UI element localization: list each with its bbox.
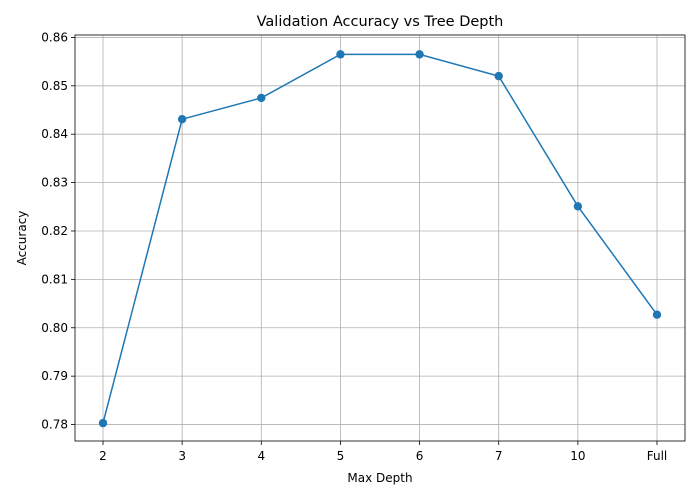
plot-frame: [74, 34, 686, 442]
y-tick-label: 0.79: [41, 369, 68, 383]
y-tick-label: 0.82: [41, 224, 68, 238]
data-point: [98, 418, 108, 428]
data-point: [415, 50, 424, 59]
y-tick-label: 0.84: [41, 127, 68, 141]
data-point: [336, 50, 345, 59]
y-tick-label: 0.83: [41, 176, 68, 190]
x-tick-label: 7: [495, 449, 503, 463]
data-point: [652, 310, 662, 319]
data-point: [573, 202, 583, 211]
chart-title: Validation Accuracy vs Tree Depth: [257, 14, 504, 30]
y-tick-label: 0.78: [41, 418, 68, 432]
series-line: [102, 53, 658, 424]
y-axis-ticks: 0.78 0.79 0.80 0.81 0.82 0.83 0.84 0.85 0.86: [41, 30, 75, 432]
y-tick-label: 0.85: [41, 79, 68, 93]
data-point: [257, 93, 266, 103]
y-tick-label: 0.86: [41, 30, 68, 44]
x-tick-label: 10: [570, 449, 585, 463]
data-point: [177, 115, 187, 124]
data-points: [98, 50, 662, 428]
x-tick-label: Full: [647, 449, 668, 463]
x-tick-label: 4: [257, 449, 265, 463]
x-tick-label: 3: [178, 449, 186, 463]
x-tick-label: 5: [337, 449, 345, 463]
y-axis-label: Accuracy: [15, 211, 29, 266]
y-tick-label: 0.80: [41, 321, 68, 335]
y-tick-label: 0.81: [41, 272, 68, 286]
x-axis-ticks: 2 3 4 5 6 7 10 Full: [99, 441, 667, 463]
x-tick-label: 2: [99, 449, 107, 463]
data-point: [494, 71, 503, 81]
grid-lines: [75, 35, 685, 441]
series-line-layer: [102, 53, 658, 424]
x-axis-label: Max Depth: [347, 471, 412, 485]
x-tick-label: 6: [416, 449, 424, 463]
